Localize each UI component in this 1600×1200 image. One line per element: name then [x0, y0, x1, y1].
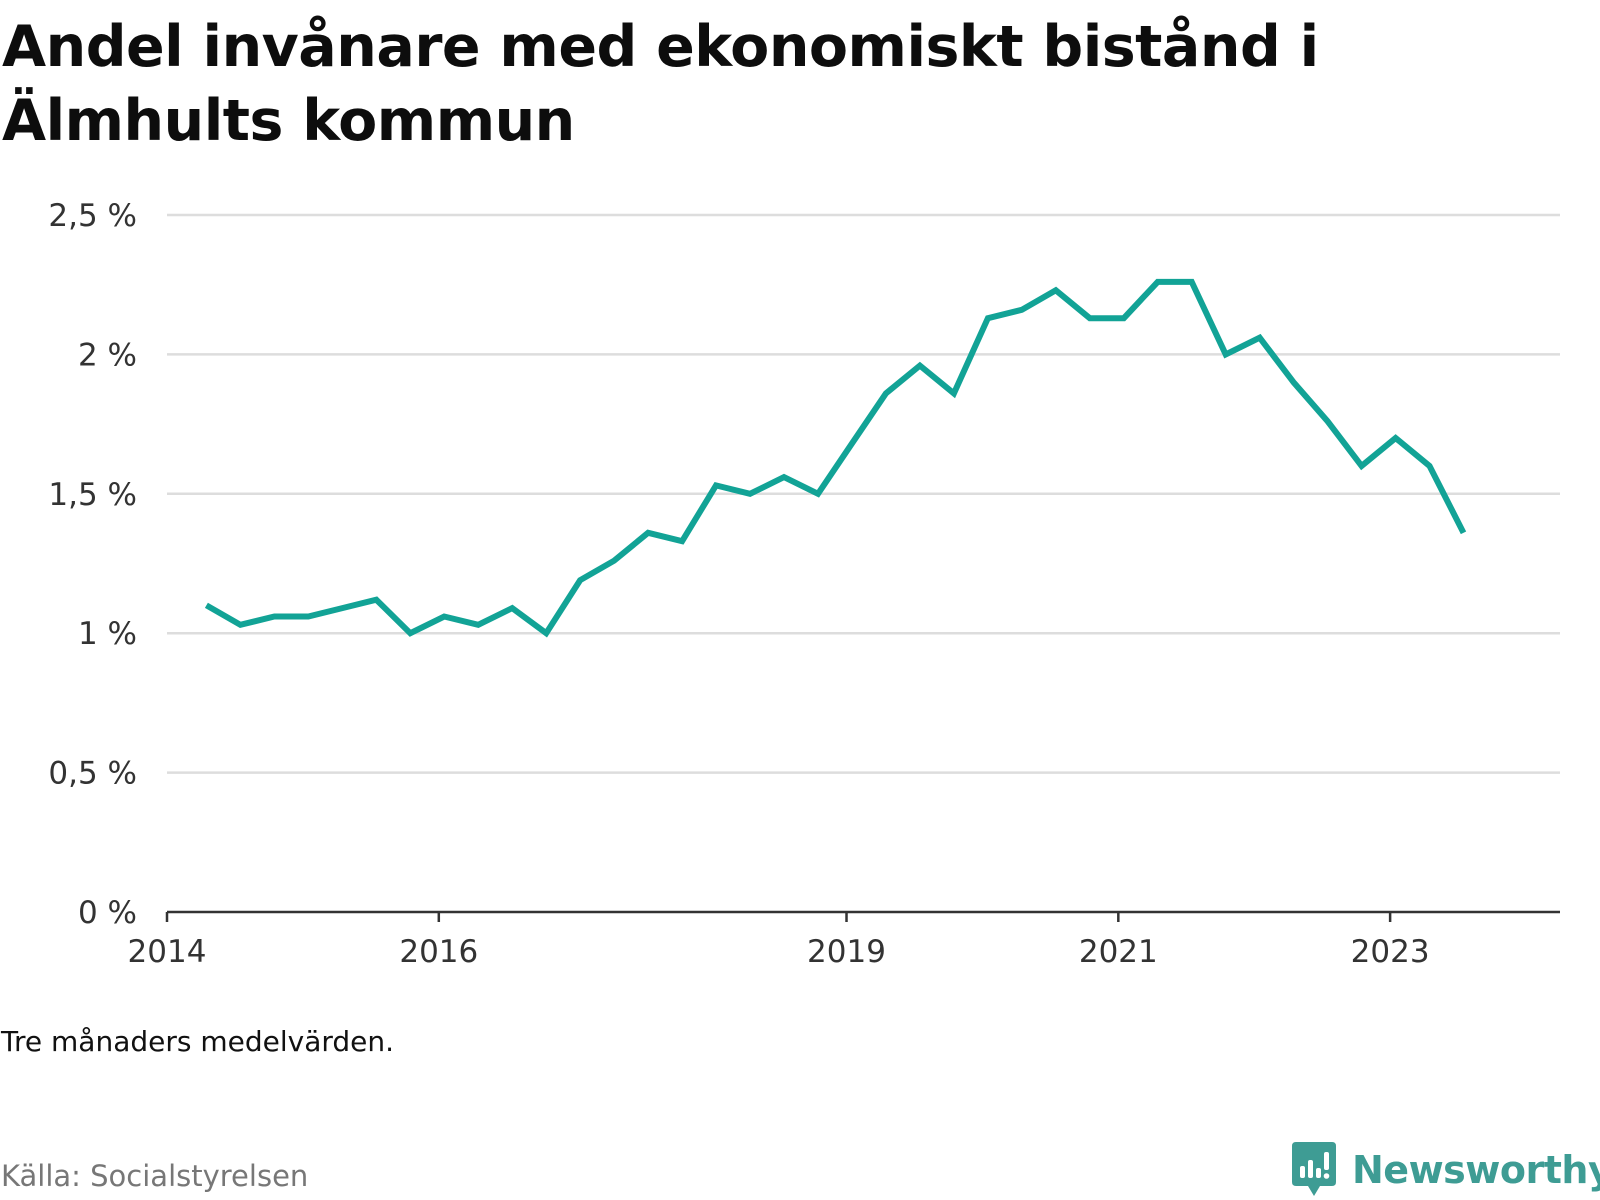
x-axis: 2014 2016 2019 2021 2023 [128, 910, 1560, 970]
source-label: Källa: Socialstyrelsen [1, 1159, 309, 1193]
brand-name: Newsworthy [1352, 1148, 1600, 1192]
line-chart: 0 % 0,5 % 1 % 1,5 % 2 % 2,5 % 2014 2016 2019 202… [48, 198, 1560, 970]
x-tick-label: 2023 [1351, 934, 1430, 970]
y-tick-label: 2 % [78, 337, 137, 373]
gridlines [167, 213, 1560, 774]
x-tick-label: 2021 [1079, 934, 1158, 970]
y-axis: 0 % 0,5 % 1 % 1,5 % 2 % 2,5 % [48, 198, 137, 931]
y-tick-label: 1,5 % [48, 477, 137, 513]
y-tick-label: 0,5 % [48, 756, 137, 792]
y-tick-label: 1 % [78, 616, 137, 652]
x-tick-label: 2019 [807, 934, 886, 970]
x-tick-label: 2014 [128, 934, 207, 970]
y-tick-label: 0 % [78, 895, 137, 931]
x-tick-label: 2016 [399, 934, 478, 970]
series-line [204, 278, 1467, 638]
chart-title: Andel invånare med ekonomiskt bistånd i … [2, 14, 1319, 154]
chart-note: Tre månaders medelvärden. [1, 1025, 395, 1058]
series-layer [204, 278, 1467, 638]
brand-logo: Newsworthy [1290, 1140, 1600, 1200]
newsworthy-icon [1292, 1142, 1336, 1196]
y-tick-label: 2,5 % [48, 198, 137, 234]
